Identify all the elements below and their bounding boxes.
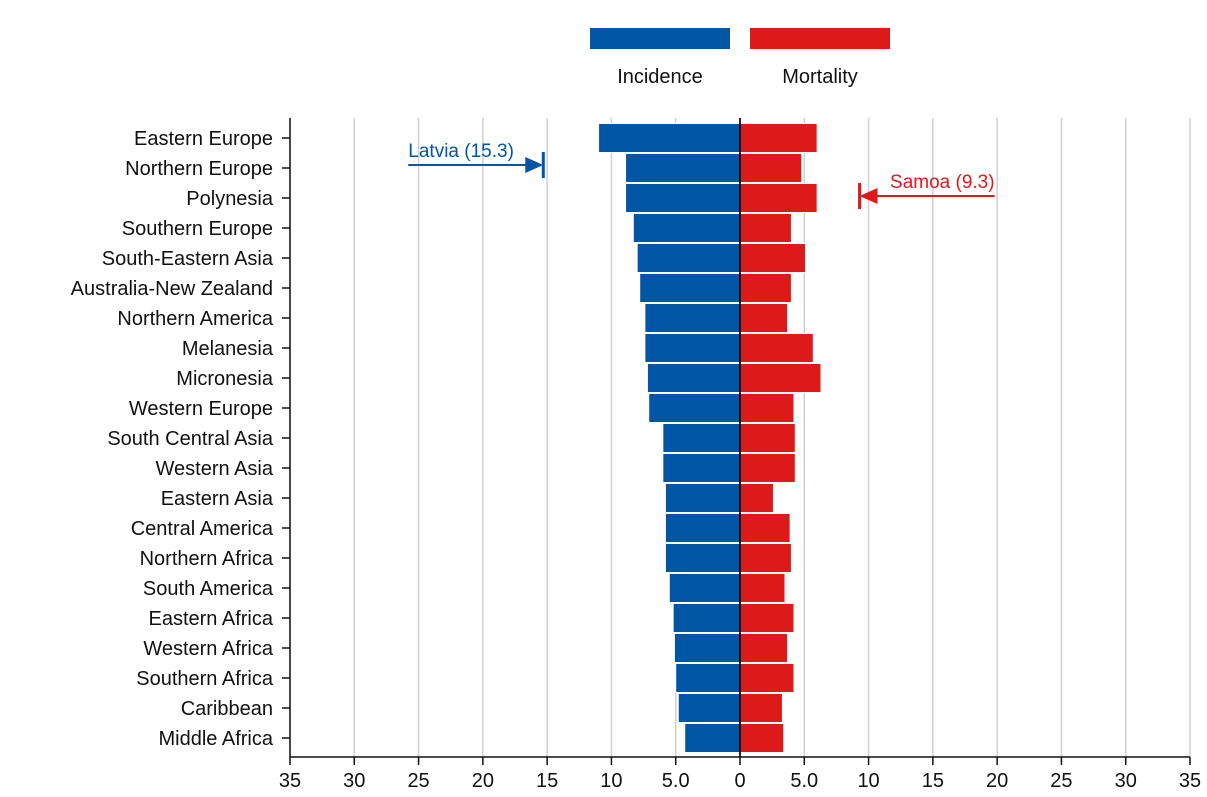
legend-swatch-incidence [590, 28, 730, 49]
bar-mortality [739, 363, 822, 393]
bar-mortality [739, 483, 774, 513]
bar-incidence [625, 153, 741, 183]
x-tick-label: 30 [343, 770, 365, 792]
bar-incidence [644, 303, 741, 333]
bar-incidence [648, 393, 741, 423]
annotation-label: Samoa (9.3) [890, 172, 995, 193]
bar-incidence [675, 663, 741, 693]
bar-mortality [739, 273, 792, 303]
legend-label-mortality: Mortality [782, 66, 858, 88]
category-label: Southern Europe [122, 218, 273, 240]
gridlines [289, 118, 1191, 757]
bar-mortality [739, 543, 792, 573]
category-label: South-Eastern Asia [102, 248, 274, 270]
bar-incidence [664, 483, 741, 513]
bar-mortality [739, 453, 796, 483]
x-tick-label: 35 [279, 770, 301, 792]
bar-incidence [673, 633, 741, 663]
category-label: Middle Africa [159, 728, 274, 750]
category-label: Melanesia [182, 338, 274, 360]
category-label: Micronesia [176, 368, 274, 390]
x-tick-label: 25 [1050, 770, 1072, 792]
category-label: Australia-New Zealand [71, 278, 273, 300]
bar-incidence [646, 363, 741, 393]
x-tick-label: 35 [1179, 770, 1201, 792]
bar-incidence [662, 453, 741, 483]
category-label: Western Europe [129, 398, 273, 420]
bar-incidence [632, 213, 741, 243]
bar-incidence [668, 573, 741, 603]
legend-label-incidence: Incidence [617, 66, 703, 88]
bar-mortality [739, 513, 791, 543]
bar-incidence [664, 543, 741, 573]
category-label: South Central Asia [107, 428, 274, 450]
category-label: Southern Africa [136, 668, 274, 690]
bars [598, 123, 822, 753]
bar-incidence [636, 243, 741, 273]
annotation-label: Latvia (15.3) [408, 141, 514, 162]
category-labels: Eastern Europe Northern Europe Polynesia So… [71, 128, 274, 750]
bar-incidence [684, 723, 741, 753]
bar-incidence [598, 123, 741, 153]
bar-incidence [672, 603, 741, 633]
x-tick-label: 15 [922, 770, 944, 792]
bar-mortality [739, 183, 818, 213]
category-label: Central America [131, 518, 274, 540]
bar-mortality [739, 303, 789, 333]
bar-mortality [739, 693, 783, 723]
tick-labels: 35 30 25 20 15 10 5.0 0 5.0 10 15 20 25 30 35 [279, 770, 1201, 792]
category-label: Western Africa [143, 638, 274, 660]
x-tick-label: 20 [472, 770, 494, 792]
x-tick-label: 10 [600, 770, 622, 792]
x-tick-label: 5.0 [790, 770, 818, 792]
x-tick-label: 15 [536, 770, 558, 792]
bar-incidence [664, 513, 741, 543]
bar-mortality [739, 663, 795, 693]
x-tick-label: 0 [734, 770, 745, 792]
annotations: Latvia (15.3) Samoa (9.3) [408, 141, 995, 209]
category-label: Polynesia [186, 188, 274, 210]
bar-incidence [639, 273, 741, 303]
bar-mortality [739, 123, 818, 153]
x-tick-label: 10 [857, 770, 879, 792]
bar-mortality [739, 393, 795, 423]
bar-incidence [625, 183, 741, 213]
annotation-arrowhead [525, 157, 544, 173]
bar-incidence [677, 693, 741, 723]
x-tick-label: 20 [986, 770, 1008, 792]
bar-mortality [739, 633, 789, 663]
bar-mortality [739, 333, 814, 363]
category-label: Eastern Europe [134, 128, 273, 150]
category-label: South America [143, 578, 274, 600]
x-tick-label: 30 [1115, 770, 1137, 792]
bar-mortality [739, 723, 785, 753]
bar-mortality [739, 213, 792, 243]
bar-mortality [739, 603, 795, 633]
category-label: Northern Africa [140, 548, 274, 570]
category-label: Northern Europe [125, 158, 273, 180]
category-label: Eastern Asia [161, 488, 274, 510]
bar-mortality [739, 423, 796, 453]
annotation-arrowhead [859, 188, 878, 204]
category-label: Eastern Africa [148, 608, 273, 630]
bar-mortality [739, 573, 786, 603]
bar-incidence [644, 333, 741, 363]
category-label: Western Asia [156, 458, 274, 480]
x-tick-label: 25 [407, 770, 429, 792]
x-tick-label: 5.0 [662, 770, 690, 792]
legend: Incidence Mortality [590, 28, 890, 88]
legend-swatch-mortality [750, 28, 890, 49]
bar-mortality [739, 243, 807, 273]
category-label: Northern America [117, 308, 273, 330]
bar-incidence [662, 423, 741, 453]
bar-mortality [739, 153, 803, 183]
category-label: Caribbean [181, 698, 273, 720]
axes [282, 118, 1191, 765]
